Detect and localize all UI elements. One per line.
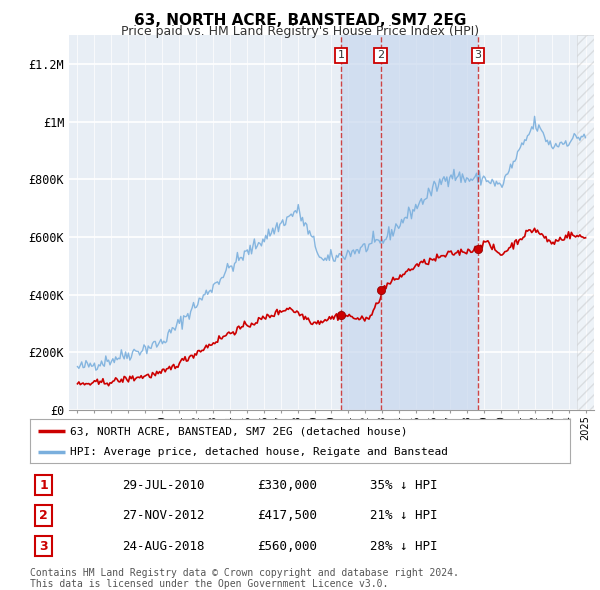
Text: 2: 2 (377, 50, 384, 60)
Text: 35% ↓ HPI: 35% ↓ HPI (370, 478, 438, 491)
Text: £417,500: £417,500 (257, 509, 317, 522)
Text: 28% ↓ HPI: 28% ↓ HPI (370, 540, 438, 553)
Text: 1: 1 (338, 50, 344, 60)
Bar (577, 35, 594, 410)
Text: 27-NOV-2012: 27-NOV-2012 (122, 509, 204, 522)
Text: 29-JUL-2010: 29-JUL-2010 (122, 478, 204, 491)
Text: Contains HM Land Registry data © Crown copyright and database right 2024.
This d: Contains HM Land Registry data © Crown c… (30, 568, 459, 589)
Text: 3: 3 (39, 540, 48, 553)
Text: 63, NORTH ACRE, BANSTEAD, SM7 2EG (detached house): 63, NORTH ACRE, BANSTEAD, SM7 2EG (detac… (71, 427, 408, 436)
Bar (341, 35, 478, 410)
Text: 24-AUG-2018: 24-AUG-2018 (122, 540, 204, 553)
Text: 1: 1 (39, 478, 48, 491)
Text: £560,000: £560,000 (257, 540, 317, 553)
Text: 21% ↓ HPI: 21% ↓ HPI (370, 509, 438, 522)
Text: Price paid vs. HM Land Registry's House Price Index (HPI): Price paid vs. HM Land Registry's House … (121, 25, 479, 38)
Text: 3: 3 (475, 50, 481, 60)
Text: HPI: Average price, detached house, Reigate and Banstead: HPI: Average price, detached house, Reig… (71, 447, 449, 457)
Text: 2: 2 (39, 509, 48, 522)
Text: £330,000: £330,000 (257, 478, 317, 491)
Text: 63, NORTH ACRE, BANSTEAD, SM7 2EG: 63, NORTH ACRE, BANSTEAD, SM7 2EG (134, 13, 466, 28)
